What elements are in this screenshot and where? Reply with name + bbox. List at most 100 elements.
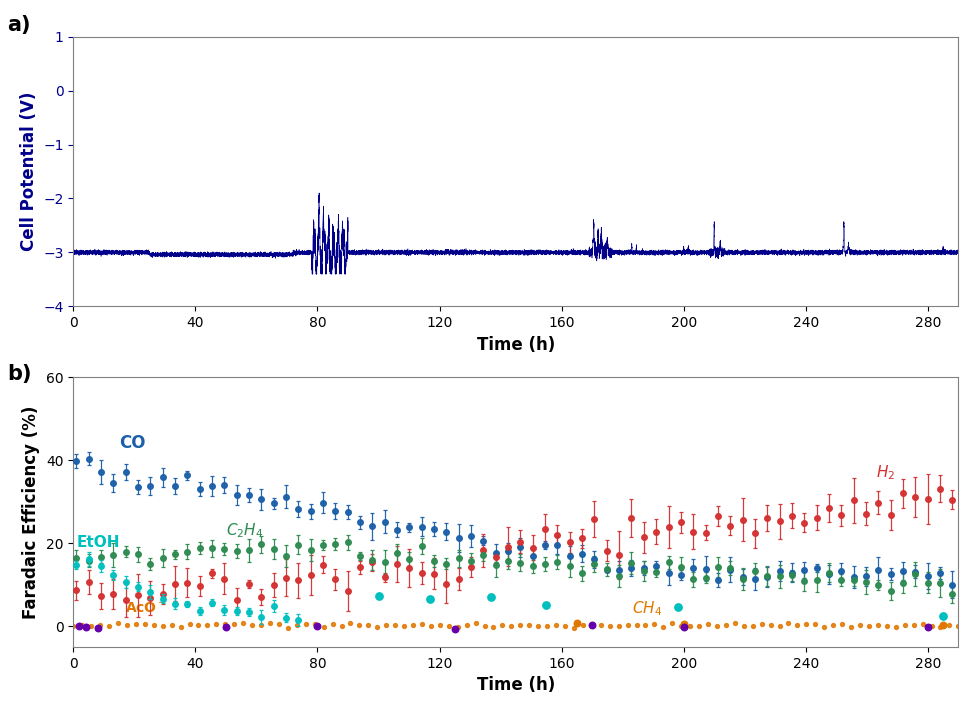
Point xyxy=(307,619,323,630)
Point xyxy=(539,620,555,631)
Point xyxy=(530,621,546,632)
Point xyxy=(852,619,868,631)
Point xyxy=(709,620,724,631)
Point xyxy=(807,618,823,629)
Point xyxy=(226,618,242,629)
Text: AcO$^-$: AcO$^-$ xyxy=(125,601,167,615)
Point xyxy=(799,619,814,630)
Text: CO: CO xyxy=(119,434,145,451)
Point xyxy=(906,620,921,631)
Point xyxy=(164,620,179,631)
Point xyxy=(575,619,591,631)
Point xyxy=(65,621,81,632)
Point xyxy=(316,621,332,633)
Point xyxy=(262,617,278,629)
Point xyxy=(289,619,304,631)
Point xyxy=(101,621,117,632)
Point xyxy=(935,619,951,631)
Point xyxy=(870,619,885,630)
Point xyxy=(629,619,644,631)
Text: $H_2$: $H_2$ xyxy=(876,463,895,481)
X-axis label: Time (h): Time (h) xyxy=(477,336,555,353)
Text: EtOH: EtOH xyxy=(76,535,120,550)
Point xyxy=(280,622,295,634)
Point xyxy=(584,619,600,631)
Point xyxy=(745,621,760,632)
Point xyxy=(835,618,850,629)
Point xyxy=(342,617,358,629)
Y-axis label: Faradaic Efficiency (%): Faradaic Efficiency (%) xyxy=(22,405,40,619)
Point xyxy=(584,620,600,631)
Text: $CH_4$: $CH_4$ xyxy=(632,599,662,618)
Point xyxy=(655,621,671,632)
Point xyxy=(110,618,126,629)
Point xyxy=(484,592,499,603)
Point xyxy=(333,620,349,631)
Point xyxy=(298,619,314,630)
Point xyxy=(441,621,456,632)
Point xyxy=(370,590,386,602)
Point xyxy=(218,621,234,633)
Text: $C_2H_4$: $C_2H_4$ xyxy=(226,521,263,540)
Point xyxy=(646,618,662,629)
Point xyxy=(843,621,859,632)
Point xyxy=(181,618,197,629)
Point xyxy=(378,619,394,631)
Point xyxy=(254,619,269,630)
Point xyxy=(486,622,501,634)
Point xyxy=(933,621,949,633)
Point xyxy=(361,619,376,631)
Point xyxy=(691,620,707,631)
Point xyxy=(762,619,778,631)
Text: a): a) xyxy=(7,15,30,35)
Point xyxy=(370,621,385,633)
Point xyxy=(78,621,94,633)
Point xyxy=(396,620,411,631)
Point xyxy=(557,620,572,631)
Point xyxy=(128,619,143,630)
Point xyxy=(173,621,188,633)
Point xyxy=(727,618,743,629)
Point xyxy=(422,593,438,604)
Point xyxy=(665,618,681,629)
Point xyxy=(71,621,87,632)
Point xyxy=(700,619,716,630)
Point xyxy=(682,620,698,631)
Point xyxy=(719,619,734,631)
Point xyxy=(548,619,564,630)
Point xyxy=(935,611,951,622)
Point xyxy=(826,619,841,631)
Point xyxy=(84,621,99,632)
Point xyxy=(676,619,691,630)
Point xyxy=(638,619,653,631)
Point xyxy=(310,620,326,631)
Point xyxy=(772,620,788,631)
Point xyxy=(538,600,554,611)
Point xyxy=(674,621,689,632)
Point xyxy=(406,619,421,630)
Point xyxy=(602,621,617,632)
Point xyxy=(790,619,805,631)
Point xyxy=(200,619,215,631)
Point xyxy=(522,619,537,631)
Point xyxy=(897,619,913,631)
Point xyxy=(209,618,224,629)
Point xyxy=(611,620,627,631)
Point xyxy=(432,620,448,631)
Point xyxy=(387,620,403,631)
X-axis label: Time (h): Time (h) xyxy=(477,676,555,695)
Point xyxy=(191,620,207,631)
Point xyxy=(271,618,287,629)
Point xyxy=(951,621,966,632)
Point xyxy=(494,620,510,631)
Y-axis label: Cell Potential (V): Cell Potential (V) xyxy=(20,92,38,251)
Point xyxy=(915,618,930,629)
Point xyxy=(477,620,492,631)
Point xyxy=(816,621,832,633)
Point xyxy=(137,619,153,630)
Point xyxy=(920,621,936,633)
Text: b): b) xyxy=(7,364,31,384)
Point xyxy=(414,619,430,630)
Point xyxy=(593,619,608,631)
Point xyxy=(459,619,475,631)
